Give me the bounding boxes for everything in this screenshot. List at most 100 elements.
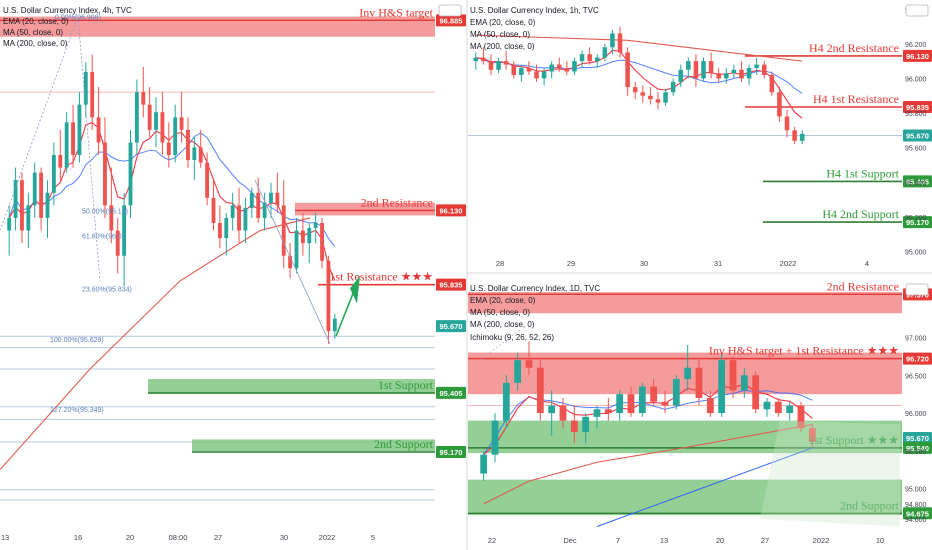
- candle-up: [541, 71, 547, 79]
- ma200-line: [475, 34, 803, 62]
- candle-up: [173, 117, 178, 156]
- candle-down: [797, 405, 805, 429]
- ichimoku-cloud: [760, 420, 900, 527]
- candle-down: [708, 61, 714, 74]
- candle-up: [269, 192, 273, 203]
- candle-up: [128, 142, 133, 206]
- legend-1h-ema: EMA (20, close, 0): [470, 18, 536, 27]
- title-1h: U.S. Dollar Currency Index, 1h, TVC: [470, 6, 599, 15]
- level-label: Inv H&S target: [359, 5, 433, 19]
- candle-down: [648, 95, 653, 100]
- price-tag: [436, 204, 466, 217]
- panel-1h: H4 2nd Resistance 96.130 H4 1st Resistance…: [468, 4, 932, 268]
- candle-up: [496, 61, 501, 70]
- price-tag-label: 95.170: [440, 448, 463, 457]
- price-tag-label: 96.720: [906, 355, 929, 364]
- axis-strip-1d: [902, 274, 932, 550]
- x-tick-label: 10: [876, 536, 884, 545]
- candle-down: [559, 405, 567, 421]
- support-zone: [192, 439, 435, 453]
- candle-up: [616, 394, 624, 414]
- candle-down: [198, 147, 203, 163]
- candle-down: [650, 386, 658, 402]
- candle-up: [799, 133, 805, 141]
- candle-up: [122, 205, 127, 256]
- level-label: Inv H&S target + 1st Resistance ★★★: [709, 344, 899, 358]
- candle-down: [777, 92, 782, 117]
- candle-down: [693, 61, 699, 79]
- candle-down: [58, 155, 63, 168]
- candle-down: [784, 116, 790, 131]
- pattern-line: [479, 329, 521, 361]
- price-tag-label: 96.130: [440, 206, 463, 215]
- candle-up: [579, 54, 585, 62]
- price-tag: [436, 386, 466, 399]
- legend-1d-ma200: MA (200, close, 0): [470, 320, 535, 329]
- candle-down: [186, 129, 190, 161]
- candle-down: [488, 61, 494, 70]
- candle-up: [684, 367, 692, 380]
- x-tick-label: 2022: [780, 259, 797, 268]
- candle-up: [13, 180, 18, 218]
- candle-up: [307, 228, 312, 244]
- candle-down: [536, 367, 544, 414]
- candle-down: [695, 367, 703, 398]
- currency-box: [905, 4, 929, 17]
- price-tag-label: 95.835: [906, 103, 929, 112]
- candle-down: [109, 205, 114, 231]
- price-tag: [903, 441, 932, 454]
- x-tick-label: 27: [761, 536, 769, 545]
- price-tag-label: 95.670: [906, 132, 929, 141]
- x-tick-label: 31: [714, 259, 722, 268]
- candle-down: [604, 409, 612, 414]
- x-tick-label: 4: [865, 259, 869, 268]
- resistance-zone: [468, 292, 902, 314]
- ema20-line: [8, 121, 336, 281]
- bullish-arrow-head: [350, 275, 360, 304]
- candle-up: [294, 230, 299, 269]
- fib-label: 127.20%(95.349): [50, 407, 104, 414]
- candle-up: [514, 360, 522, 383]
- fib-trend-line: [0, 16, 101, 281]
- bullish-arrow: [335, 285, 357, 337]
- candle-down: [71, 122, 75, 156]
- y-tick-label: 95.000: [905, 250, 927, 257]
- price-tag-label: 95.670: [440, 322, 463, 331]
- candle-up: [224, 217, 229, 239]
- candle-down: [503, 61, 509, 65]
- candle-down: [205, 162, 210, 198]
- candle-up: [64, 122, 69, 168]
- candle-up: [549, 64, 554, 72]
- panel-1d: 2nd Resistance97.570Inv H&S target + 1st…: [468, 279, 932, 545]
- ma50-line: [8, 132, 336, 248]
- candle-down: [147, 104, 152, 130]
- level-label: 1st Support ★★★: [809, 433, 899, 447]
- price-tag-label: 94.675: [906, 509, 929, 518]
- y-tick-label: 96.000: [905, 411, 927, 418]
- x-tick-label: 28: [496, 259, 504, 268]
- currency-box: [905, 283, 929, 296]
- level-label: H4 2nd Resistance: [809, 41, 899, 55]
- candle-down: [20, 180, 24, 231]
- price-tag: [436, 14, 466, 27]
- level-label: 2nd Support: [840, 498, 900, 512]
- candle-up: [51, 155, 56, 193]
- candle-down: [526, 68, 532, 72]
- price-tag: [436, 320, 466, 333]
- level-label: 2nd Support: [374, 437, 434, 451]
- candle-down: [661, 401, 669, 406]
- fib-label: 50.00%(96.13): [82, 208, 128, 215]
- candle-up: [746, 68, 752, 79]
- candle-up: [502, 382, 510, 421]
- candle-down: [557, 64, 562, 69]
- candle-down: [525, 360, 533, 368]
- candle-down: [729, 360, 737, 391]
- x-tick-label: 22: [488, 536, 496, 545]
- legend-4h-ma200: MA (200, close, 0): [3, 39, 68, 48]
- level-label: 2nd Resistance: [827, 279, 899, 293]
- y-tick-label: 95.400: [905, 180, 927, 187]
- candle-down: [115, 230, 120, 256]
- candle-down: [90, 71, 95, 118]
- legend-1d-ma50: MA (50, close, 0): [470, 308, 530, 317]
- candle-up: [473, 57, 479, 62]
